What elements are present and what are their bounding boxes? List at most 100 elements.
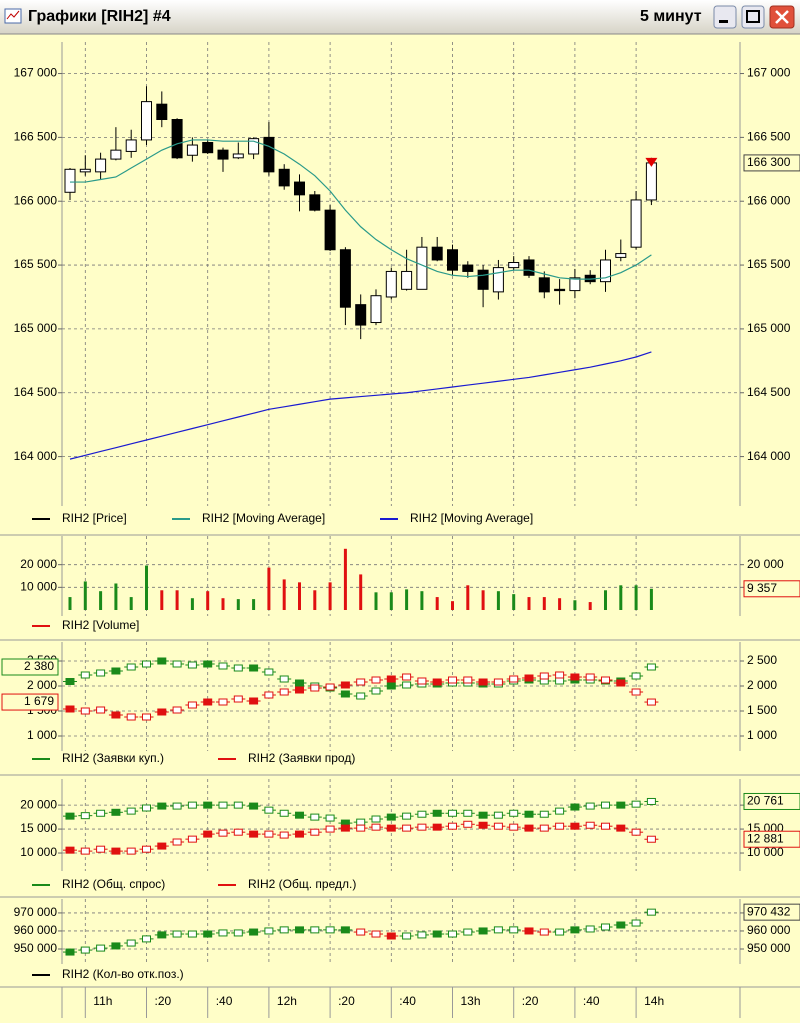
dash-box	[448, 676, 457, 684]
volume-bar	[558, 598, 562, 610]
value-label: 9 357	[747, 581, 777, 595]
dash-box	[371, 687, 381, 695]
time-label: :40	[583, 994, 600, 1008]
dash-box	[279, 831, 289, 839]
volume-bar	[634, 585, 638, 610]
dash-box	[509, 823, 519, 831]
value-label-box	[1, 658, 59, 676]
dash-box	[570, 673, 580, 681]
dash-box	[233, 828, 243, 836]
dash-box	[402, 812, 412, 820]
dash-box	[371, 815, 381, 823]
time-label: 12h	[277, 994, 297, 1008]
legend-label: RIH2 [Moving Average]	[410, 511, 533, 525]
candle-body	[110, 149, 122, 160]
close-button[interactable]	[769, 5, 795, 29]
volume-bar	[313, 590, 317, 610]
volume-bar	[114, 583, 118, 610]
dash-box	[187, 661, 197, 669]
dash-box	[249, 664, 259, 672]
dash-box	[80, 847, 90, 855]
dash-box	[264, 691, 274, 699]
dash-box	[386, 682, 396, 690]
dash-box	[570, 822, 580, 830]
volume-bar	[496, 591, 500, 610]
candle-body	[554, 288, 566, 292]
dash-box	[295, 811, 304, 819]
volume-bar	[512, 594, 516, 610]
dash-box	[111, 847, 121, 855]
dash-box	[310, 813, 320, 821]
volume-bar	[328, 582, 332, 610]
dash-box	[203, 930, 213, 938]
candle-body	[477, 269, 489, 290]
y-tick-label: 167 000	[14, 66, 58, 80]
dash-box	[646, 908, 656, 916]
volume-bar	[99, 591, 103, 610]
time-label: 11h	[93, 994, 112, 1008]
dash-box	[616, 801, 626, 809]
y-tick-label: 164 000	[747, 449, 791, 463]
dash-box	[96, 809, 106, 817]
dash-box	[356, 928, 366, 936]
dash-box	[310, 828, 320, 836]
title-bar	[0, 0, 800, 34]
dash-box	[417, 931, 427, 939]
dash-box	[631, 800, 641, 808]
candle-body	[294, 181, 305, 196]
dash-box	[478, 811, 488, 819]
dash-box	[203, 801, 213, 809]
dash-box	[80, 707, 90, 715]
dash-box	[142, 845, 151, 853]
minimize-button[interactable]	[713, 5, 737, 29]
dash-box	[96, 669, 106, 677]
y-tick-label: 10 000	[20, 580, 57, 594]
legend-label: RIH2 [Price]	[62, 511, 127, 525]
dash-box	[386, 675, 396, 683]
candle-body	[125, 139, 137, 152]
y-tick-label: 970 000	[14, 905, 58, 919]
dash-box	[172, 930, 182, 938]
dash-box	[432, 823, 442, 831]
candle-body	[416, 246, 428, 290]
dash-box	[325, 926, 335, 934]
dash-box	[172, 838, 182, 846]
legend-label: RIH2 (Заявки прод)	[248, 751, 355, 765]
volume-bar	[160, 590, 164, 610]
value-label-box	[743, 830, 800, 848]
volume-bar	[466, 585, 470, 610]
volume-bar	[389, 592, 393, 610]
maximize-button[interactable]	[741, 5, 765, 29]
dash-box	[233, 695, 243, 703]
y-tick-label: 164 000	[14, 449, 58, 463]
timeframe[interactable]: 5 минут	[640, 8, 702, 25]
dash-box	[111, 808, 121, 816]
candle-body	[385, 270, 397, 298]
candle-body	[95, 158, 107, 173]
dash-box	[279, 675, 289, 683]
dash-box	[295, 830, 304, 838]
candle-body	[217, 149, 229, 160]
dash-box	[509, 809, 519, 817]
dash-box	[279, 926, 289, 934]
dash-box	[340, 824, 350, 832]
dash-box	[157, 708, 167, 716]
y-tick-label: 1 000	[747, 728, 777, 742]
candle-body	[508, 262, 520, 269]
value-label-box	[1, 693, 59, 711]
dash-box	[371, 823, 381, 831]
y-tick-label: 1 000	[27, 728, 57, 742]
dash-box	[65, 705, 75, 713]
dash-box	[233, 929, 243, 937]
volume-bar	[221, 598, 225, 610]
dash-box	[340, 681, 350, 689]
dash-box	[432, 678, 442, 686]
dash-box	[249, 928, 259, 936]
dash-box	[509, 926, 519, 934]
volume-bar	[129, 597, 133, 610]
time-label: :20	[155, 994, 172, 1008]
dash-box	[249, 830, 259, 838]
dash-box	[601, 822, 610, 830]
candle-body	[324, 209, 336, 251]
dash-box	[386, 932, 396, 940]
